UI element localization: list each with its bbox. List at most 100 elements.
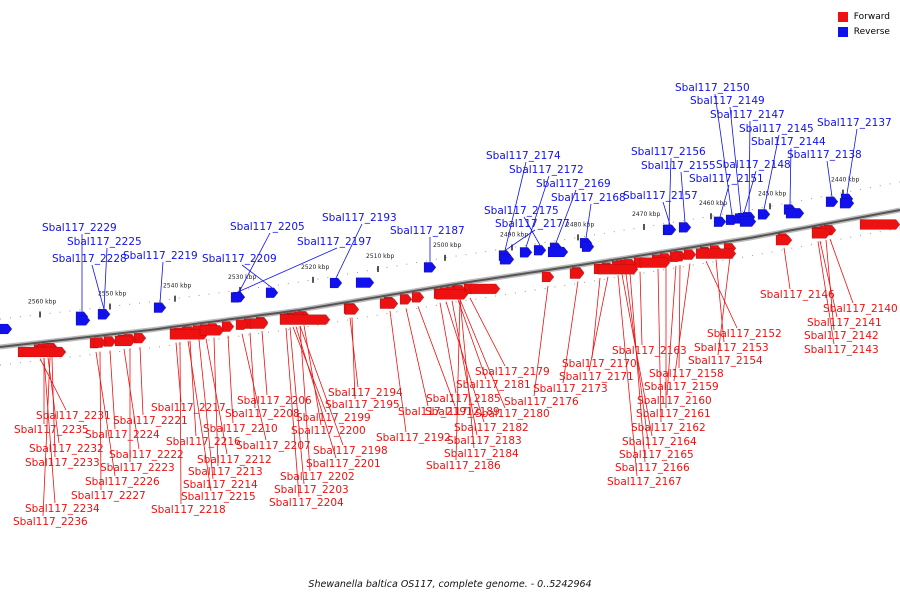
forward-gene-label: Sbal117_2226 (85, 476, 160, 488)
scale-tick-label: 2530 kbp (228, 274, 256, 281)
reverse-gene-label: Sbal117_2148 (716, 159, 791, 171)
genome-caption: Shewanella baltica OS117, complete genom… (0, 579, 900, 590)
reverse-gene-label: Sbal117_2228 (52, 253, 127, 265)
forward-gene-label: Sbal117_2170 (562, 358, 637, 370)
forward-gene-label: Sbal117_2235 (14, 424, 89, 436)
forward-gene-arrow (542, 272, 554, 282)
forward-gene-arrow (696, 249, 736, 259)
forward-gene-label: Sbal117_2179 (475, 366, 550, 378)
forward-gene-arrow (250, 319, 268, 329)
scale-tick-label: 2510 kbp (366, 253, 394, 260)
reverse-gene-arrow (266, 288, 278, 298)
scale-tick-label: 2560 kbp (28, 298, 56, 305)
forward-gene-label: Sbal117_2218 (151, 504, 226, 516)
reverse-gene-arrow (330, 278, 342, 288)
reverse-gene-arrow (664, 225, 676, 235)
reverse-gene-arrow (154, 303, 166, 313)
forward-gene-label: Sbal117_2214 (183, 479, 258, 491)
forward-gene-label: Sbal117_2210 (203, 423, 278, 435)
forward-swatch-icon (838, 12, 848, 22)
forward-gene-label: Sbal117_2215 (181, 491, 256, 503)
reverse-gene-label: Sbal117_2144 (751, 136, 826, 148)
legend-item-reverse[interactable]: Reverse (838, 24, 890, 39)
reverse-gene-label: Sbal117_2174 (486, 150, 561, 162)
forward-gene-label: Sbal117_2163 (612, 345, 687, 357)
reverse-gene-label: Sbal117_2145 (739, 123, 814, 135)
forward-gene-label: Sbal117_2153 (694, 342, 769, 354)
reverse-gene-label: Sbal117_2172 (509, 164, 584, 176)
forward-gene-label: Sbal117_2202 (280, 471, 355, 483)
forward-gene-label: Sbal117_2166 (615, 462, 690, 474)
forward-gene-label: Sbal117_2236 (13, 516, 88, 528)
scale-tick-label: 2480 kbp (566, 221, 594, 228)
reverse-gene-label: Sbal117_2225 (67, 236, 142, 248)
forward-gene-label: Sbal117_2234 (25, 503, 100, 515)
reverse-gene-arrow (356, 278, 374, 288)
reverse-gene-label: Sbal117_2157 (623, 190, 698, 202)
reverse-gene-label: Sbal117_2209 (202, 253, 277, 265)
forward-gene-leader (784, 248, 790, 289)
reverse-gene-arrow (98, 309, 110, 319)
scale-tick-label: 2450 kbp (758, 190, 786, 197)
forward-gene-label: Sbal117_2200 (291, 425, 366, 437)
forward-gene-label: Sbal117_2154 (688, 355, 763, 367)
forward-gene-arrow (400, 294, 412, 304)
reverse-gene-arrow (548, 247, 568, 257)
forward-gene-label: Sbal117_2195 (325, 399, 400, 411)
forward-gene-label: Sbal117_2159 (644, 381, 719, 393)
reverse-gene-arrow (758, 209, 770, 219)
forward-gene-label: Sbal117_2208 (225, 408, 300, 420)
reverse-gene-leader (847, 129, 857, 194)
reverse-swatch-icon (838, 27, 848, 37)
forward-gene-arrow (134, 333, 146, 343)
forward-gene-label: Sbal117_2186 (426, 460, 501, 472)
forward-gene-arrow (640, 258, 670, 268)
forward-gene-leader (304, 325, 321, 425)
forward-gene-arrow (436, 289, 468, 299)
reverse-gene-label: Sbal117_2169 (536, 178, 611, 190)
forward-gene-label: Sbal117_2217 (151, 402, 226, 414)
legend-item-forward[interactable]: Forward (838, 9, 890, 24)
reverse-gene-arrow (520, 247, 532, 257)
scale-tick-label: 2440 kbp (831, 177, 859, 184)
reverse-gene-label: Sbal117_2147 (710, 109, 785, 121)
forward-gene-arrow (18, 347, 66, 357)
forward-gene-leader (406, 308, 428, 406)
reverse-gene-label: Sbal117_2193 (322, 212, 397, 224)
forward-gene-label: Sbal117_2227 (71, 490, 146, 502)
reverse-gene-arrow (826, 197, 838, 207)
forward-gene-arrow (684, 250, 696, 260)
reverse-gene-arrow (0, 324, 12, 334)
forward-gene-arrow (470, 284, 500, 294)
forward-gene-label: Sbal117_2183 (447, 435, 522, 447)
reverse-gene-label: Sbal117_2175 (484, 205, 559, 217)
forward-gene-arrow (776, 235, 792, 245)
scale-tick-label: 2520 kbp (301, 264, 329, 271)
legend-label-reverse: Reverse (854, 27, 890, 37)
reverse-gene-arrow (500, 254, 514, 264)
reverse-gene-arrow (424, 262, 436, 272)
scale-tick-label: 2470 kbp (632, 211, 660, 218)
reverse-gene-leader (92, 265, 104, 309)
reverse-gene-label: Sbal117_2205 (230, 221, 305, 233)
forward-gene-label: Sbal117_2198 (313, 445, 388, 457)
forward-gene-arrow (598, 264, 638, 274)
reverse-gene-arrow (714, 217, 726, 227)
genome-map-view: 2560 kbp 2550 kbp 2540 kbp 2530 kbp 2520 kbp… (0, 0, 900, 600)
forward-gene-arrow (412, 292, 424, 302)
legend-label-forward: Forward (854, 12, 890, 22)
reverse-gene-label: Sbal117_2229 (42, 222, 117, 234)
forward-gene-label: Sbal117_2223 (100, 462, 175, 474)
forward-gene-label: Sbal117_2224 (85, 429, 160, 441)
reverse-gene-label: Sbal117_2219 (123, 250, 198, 262)
forward-gene-label: Sbal117_2171 (559, 371, 634, 383)
forward-gene-leader (180, 342, 181, 504)
forward-gene-label: Sbal117_2184 (444, 448, 519, 460)
scale-tick-label: 2540 kbp (163, 283, 191, 290)
forward-gene-leader (592, 278, 600, 358)
forward-gene-arrow (115, 336, 135, 346)
forward-gene-arrow (104, 337, 116, 347)
forward-gene-arrow (345, 305, 359, 315)
forward-gene-label: Sbal117_2180 (475, 408, 550, 420)
reverse-gene-label: Sbal117_2150 (675, 82, 750, 94)
